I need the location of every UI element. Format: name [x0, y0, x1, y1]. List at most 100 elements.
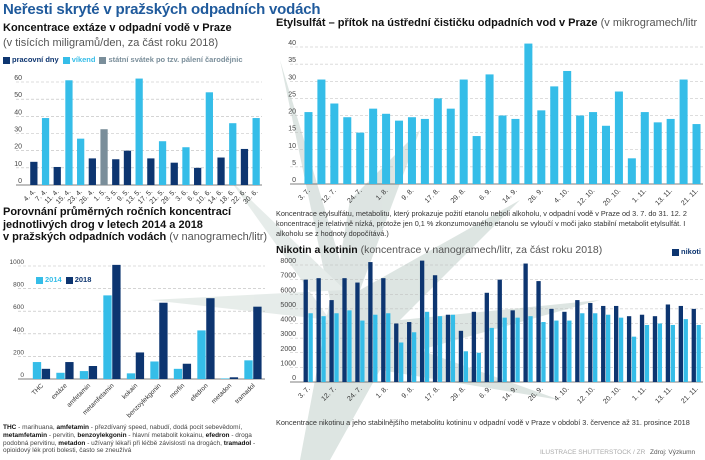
- bar: [476, 352, 481, 382]
- bar: [123, 150, 132, 185]
- x-tick-label: 20. 10.: [602, 187, 622, 207]
- y-tick-label: 800: [13, 282, 24, 289]
- x-tick-label: 1. 11.: [631, 385, 648, 402]
- bar: [463, 351, 469, 382]
- y-tick-label: 1000: [280, 360, 296, 367]
- bar: [524, 43, 533, 185]
- x-tick-label: 4. 4.: [23, 188, 38, 203]
- bar: [575, 300, 580, 382]
- legend-item-vikend: víkend: [62, 55, 95, 64]
- bar: [485, 74, 494, 184]
- main-title: Neřesti skryté v pražských odpadních vod…: [3, 1, 321, 18]
- bar: [472, 136, 481, 184]
- bar: [510, 310, 515, 382]
- bar: [206, 298, 215, 379]
- y-tick-label: 50: [14, 92, 22, 99]
- x-tick-label: 4. 10.: [553, 385, 570, 402]
- x-tick-label: 3. 7.: [297, 385, 312, 400]
- x-tick-label: 29. 8.: [450, 187, 467, 204]
- bar: [79, 371, 89, 379]
- bar: [220, 378, 230, 379]
- bar: [197, 330, 206, 379]
- bar: [304, 112, 313, 184]
- bar: [523, 263, 528, 382]
- bar: [450, 314, 456, 382]
- y-tick-label: 8000: [280, 258, 296, 265]
- bar: [158, 141, 167, 185]
- x-tick-label: 3. 5.: [105, 188, 120, 203]
- bar: [381, 278, 386, 382]
- legend-item-nikotin: nikoti: [672, 247, 701, 256]
- x-tick-label: 13. 11.: [654, 385, 674, 405]
- etylsulfat-title: Etylsulfát – přítok na ústřední čističku…: [276, 17, 698, 29]
- bar: [549, 308, 554, 382]
- y-tick-label: 20: [288, 109, 296, 116]
- bar: [618, 317, 624, 382]
- bar: [30, 161, 38, 185]
- bar: [437, 316, 443, 382]
- bar: [678, 305, 683, 382]
- bar: [420, 118, 429, 184]
- x-tick-label: 1. 8.: [375, 385, 390, 400]
- bar: [411, 332, 417, 382]
- bar: [170, 162, 178, 185]
- bar: [433, 98, 442, 184]
- nikotin-caption: Koncentrace nikotinu a jeho stabilnějšíh…: [276, 418, 690, 427]
- bar: [679, 79, 688, 184]
- x-tick-label: 26. 9.: [527, 187, 544, 204]
- bar: [424, 311, 430, 382]
- legend-item-pracovni-dny: pracovní dny: [3, 55, 59, 64]
- bar: [576, 115, 585, 184]
- drogy-legend: 2014 2018: [36, 275, 91, 284]
- bar: [147, 158, 155, 185]
- x-tick-label: 20. 10.: [602, 385, 622, 405]
- bar: [329, 300, 334, 382]
- bar: [657, 323, 663, 382]
- x-tick-label: 29. 8.: [450, 385, 467, 402]
- bar: [458, 330, 464, 382]
- x-tick-label: 13. 11.: [654, 187, 674, 207]
- y-tick-label: 60: [14, 75, 22, 82]
- legend-item-2018: 2018: [65, 275, 91, 284]
- bar: [182, 363, 192, 379]
- x-tick-label: 6. 9.: [478, 187, 493, 202]
- extaze-subtitle: (v tisících miligramů/den, za část roku …: [3, 37, 219, 49]
- bar: [407, 117, 416, 184]
- x-tick-label: extáze: [50, 382, 69, 401]
- bar: [330, 103, 339, 184]
- bar: [355, 282, 360, 382]
- bar: [173, 368, 183, 379]
- bar: [497, 279, 502, 382]
- bar: [373, 314, 378, 382]
- extaze-title: Koncentrace extáze v odpadní vodě v Praz…: [3, 22, 232, 34]
- bar: [614, 305, 619, 382]
- bar: [386, 313, 391, 382]
- bar: [601, 125, 610, 184]
- bar: [217, 157, 225, 185]
- bar: [159, 302, 168, 379]
- bar: [640, 112, 649, 184]
- bar: [446, 108, 455, 184]
- bar: [360, 320, 365, 382]
- bar: [65, 80, 73, 185]
- drogy-title: Porovnání průměrných ročních koncentrací…: [3, 206, 268, 243]
- x-tick-label: 9. 8.: [401, 187, 416, 202]
- bar: [135, 78, 143, 185]
- y-tick-label: 1000: [10, 259, 25, 266]
- bar: [182, 147, 190, 185]
- bar: [88, 366, 98, 379]
- bar: [419, 260, 425, 382]
- bar: [511, 118, 520, 184]
- y-tick-label: 5: [292, 160, 296, 167]
- x-tick-label: tramadol: [234, 382, 257, 405]
- x-tick-label: 1. 5.: [93, 188, 108, 203]
- x-tick-label: 12. 7.: [320, 187, 337, 204]
- bar: [471, 311, 477, 382]
- bar: [317, 79, 326, 184]
- bar: [244, 360, 253, 379]
- y-tick-label: 35: [288, 57, 296, 64]
- bar: [135, 352, 145, 379]
- bar: [41, 368, 51, 379]
